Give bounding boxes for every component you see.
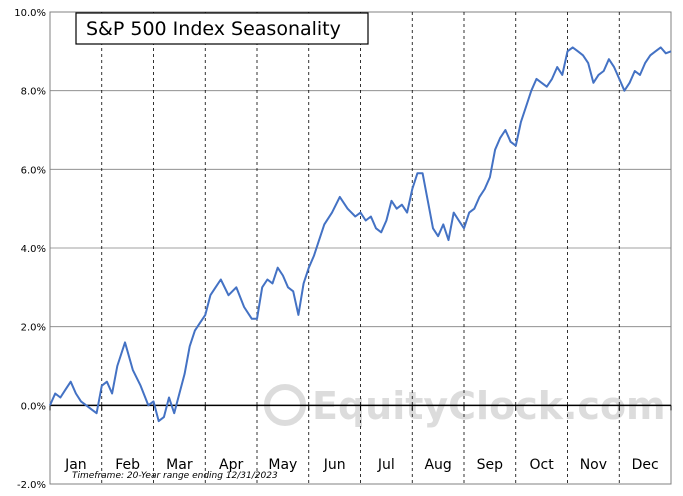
y-tick-label: 6.0% (21, 165, 46, 176)
title-box (75, 12, 369, 45)
grid (49, 12, 672, 484)
y-tick-label: 2.0% (21, 323, 46, 334)
y-tick-label: 10.0% (14, 8, 46, 19)
x-tick-label: Aug (424, 457, 451, 473)
y-axis: 10.0% 8.0% 6.0% 4.0% 2.0% 0.0% -2.0% (14, 8, 46, 491)
x-axis: Jan Feb Mar Apr May Jun Jul Aug Sep Oct Nov Dec (64, 457, 659, 473)
x-tick-label: Jun (323, 457, 346, 473)
y-tick-label: 4.0% (21, 244, 46, 255)
x-tick-label: Oct (530, 457, 555, 473)
chart-title: S&P 500 Index Seasonality (86, 18, 341, 40)
y-tick-label: -2.0% (17, 480, 46, 491)
x-tick-label: Apr (219, 457, 243, 473)
x-tick-label: Sep (477, 457, 504, 473)
x-tick-label: Jan (64, 457, 87, 473)
x-tick-label: Mar (166, 457, 193, 473)
x-tick-label: May (268, 457, 297, 473)
y-tick-label: 8.0% (21, 87, 46, 98)
y-tick-label: 0.0% (21, 401, 46, 412)
series-line (49, 46, 672, 423)
series-line-layer (49, 46, 672, 423)
x-tick-label: Dec (632, 457, 659, 473)
x-tick-label: Jul (377, 457, 395, 473)
chart-footnote: Timeframe: 20-Year range ending 12/31/20… (72, 471, 278, 481)
x-tick-label: Feb (115, 457, 140, 473)
x-tick-label: Nov (580, 457, 607, 473)
